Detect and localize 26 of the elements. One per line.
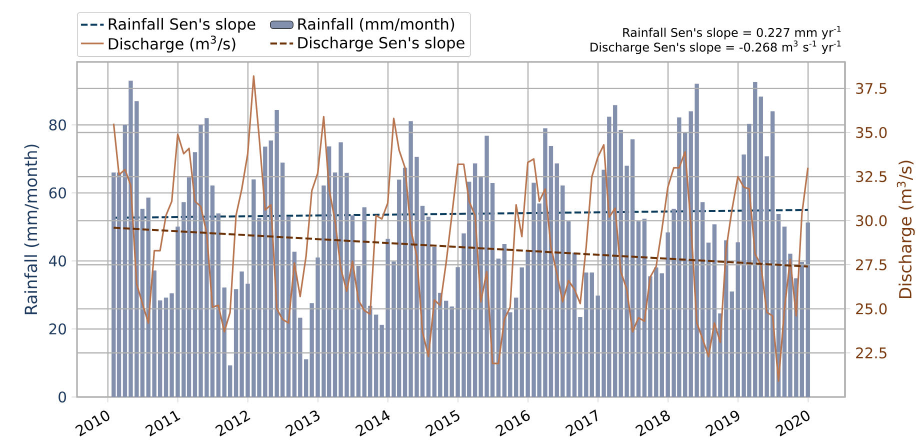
- y2-tick-label: 37.5: [856, 82, 886, 94]
- legend-label: Rainfall (mm/month): [298, 18, 454, 32]
- line-series: [112, 75, 809, 382]
- y2-tick-label: 22.5: [856, 347, 886, 358]
- y2-tick-label: 35.0: [856, 126, 887, 138]
- text: Discharge Sen's slope = -0.268 m$^{3}$ s$^{-1}$ yr$^{-1}$: [590, 40, 841, 54]
- bar: [806, 222, 810, 397]
- bar: [444, 300, 448, 397]
- y-axis-title: Rainfall (mm/month): [24, 144, 40, 314]
- bar: [660, 273, 664, 397]
- y2-tick-label: 32.5: [856, 171, 886, 182]
- y2-axis-title: Discharge (m$^{3}$/s): [896, 160, 915, 298]
- y2-tick-label: 25.0: [856, 303, 887, 314]
- y-tick-label: 0: [58, 391, 66, 403]
- legend-label: Discharge Sen's slope: [298, 36, 464, 52]
- y2-tick-label: 30.0: [856, 215, 887, 226]
- y-tick-label: 60: [49, 187, 66, 198]
- y2-tick-label: 27.5: [856, 259, 886, 270]
- bar: [636, 221, 641, 397]
- legend-label: Rainfall Sen's slope: [108, 18, 256, 33]
- y-tick-label: 20: [49, 323, 66, 335]
- legend-label: Discharge (m$^{3}$/s): [108, 36, 236, 53]
- bar: [566, 221, 571, 397]
- y-tick-label: 80: [49, 119, 66, 130]
- y-tick-label: 40: [49, 255, 66, 266]
- text: Rainfall Sen's slope = 0.227 mm yr$^{-1}$: [623, 26, 841, 40]
